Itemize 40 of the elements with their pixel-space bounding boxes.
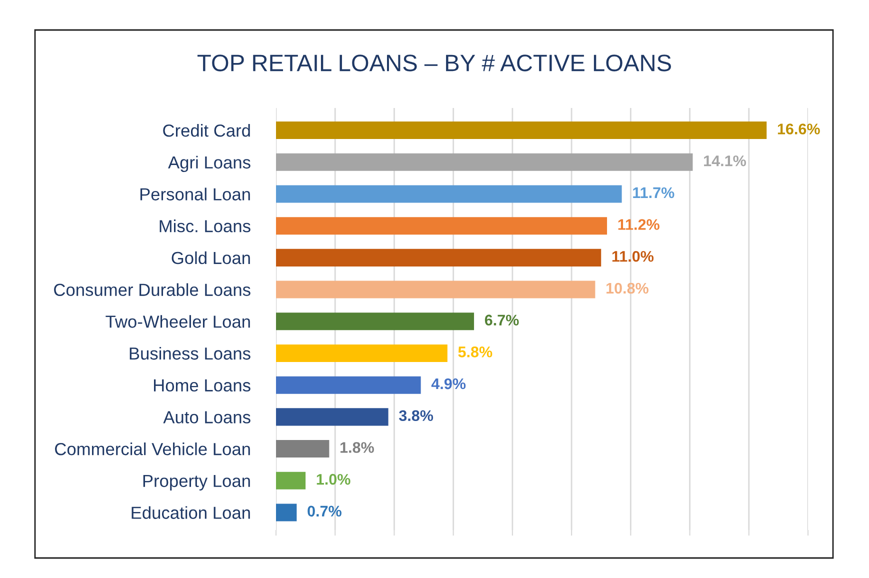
- bar: [276, 153, 693, 171]
- bar: [276, 122, 767, 140]
- data-label: 16.6%: [778, 124, 820, 134]
- data-label: 4.9%: [431, 378, 466, 390]
- bar: [276, 440, 330, 458]
- bar: [276, 312, 474, 330]
- data-label: 5.8%: [458, 346, 492, 358]
- bar: [276, 217, 608, 235]
- bar: [276, 280, 596, 298]
- data-label: 6.7%: [484, 314, 519, 326]
- bar: [276, 408, 388, 426]
- y-tick-label: Property Loan: [143, 474, 250, 491]
- y-tick-label: Commercial Vehicle Loan: [55, 442, 250, 456]
- bar: [276, 504, 297, 522]
- y-tick-label: Home Loans: [154, 379, 250, 392]
- y-tick-label: Credit Card: [163, 124, 250, 137]
- y-tick-label: Education Loan: [132, 506, 250, 519]
- bar: [276, 344, 448, 362]
- data-label: 1.0%: [316, 474, 350, 485]
- data-label: 14.1%: [704, 155, 746, 166]
- data-label: 0.7%: [308, 506, 342, 517]
- y-tick-label: Gold Loan: [172, 251, 250, 264]
- bar: [276, 248, 602, 266]
- data-label: 11.7%: [633, 187, 674, 198]
- y-tick-label: Agri Loans: [168, 156, 250, 172]
- y-tick-label: Business Loans: [130, 346, 250, 360]
- bar: [276, 376, 421, 394]
- data-label: 3.8%: [399, 410, 434, 422]
- y-tick-label: Personal Loan: [140, 188, 250, 200]
- chart-title: TOP RETAIL LOANS – BY # ACTIVE LOANS: [197, 54, 671, 72]
- data-label: 11.2%: [618, 219, 660, 230]
- y-tick-label: Auto Loans: [163, 411, 250, 424]
- data-label: 10.8%: [606, 282, 648, 294]
- bar: [276, 185, 622, 203]
- data-label: 1.8%: [340, 442, 374, 453]
- y-tick-label: Two-Wheeler Loan: [106, 315, 250, 328]
- y-tick-label: Misc. Loans: [160, 220, 250, 232]
- bar: [276, 472, 306, 490]
- y-tick-label: Consumer Durable Loans: [54, 283, 250, 296]
- data-label: 11.0%: [612, 250, 654, 262]
